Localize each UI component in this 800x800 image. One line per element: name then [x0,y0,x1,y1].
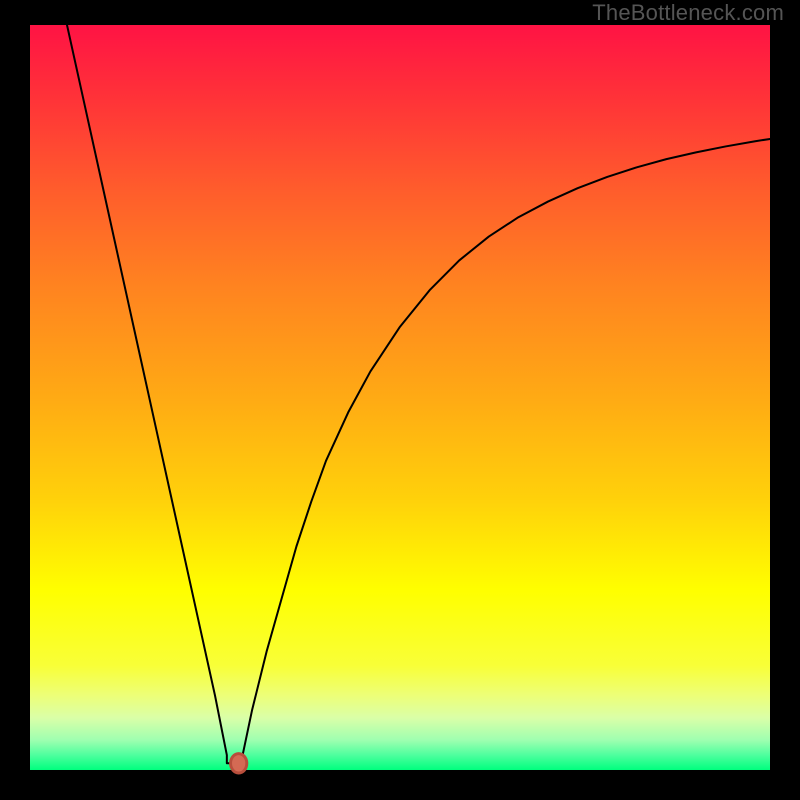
minimum-marker [231,754,247,773]
watermark-text: TheBottleneck.com [592,0,784,26]
chart-background [30,25,770,770]
bottleneck-chart [0,0,800,800]
chart-container: TheBottleneck.com [0,0,800,800]
